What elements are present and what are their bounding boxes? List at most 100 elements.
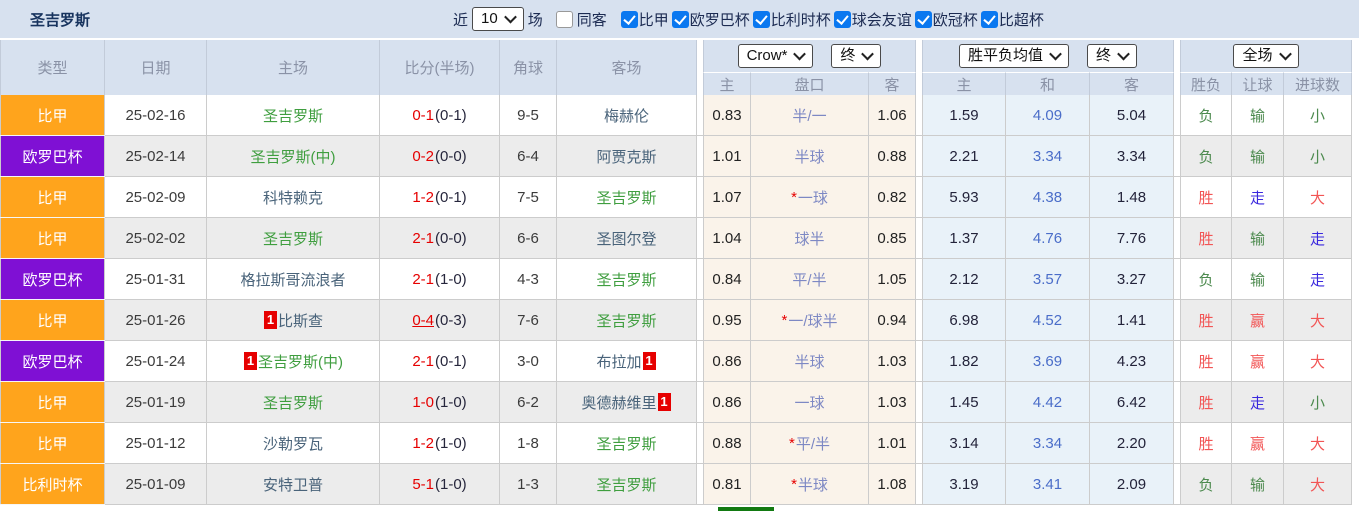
cell-result-wdl: 胜 <box>1180 300 1232 340</box>
column-gap <box>697 177 703 217</box>
team-name: 阿贾克斯 <box>596 148 657 166</box>
fulltime-score: 0-1 <box>412 106 434 124</box>
header-corners: 角球 <box>500 40 557 95</box>
team-name: 圣吉罗斯 <box>596 271 657 289</box>
team-name: 圣吉罗斯 <box>262 107 323 125</box>
cell-date: 25-01-24 <box>105 341 207 381</box>
halftime-score: (0-3) <box>435 311 467 329</box>
cell-result-wdl: 胜 <box>1180 382 1232 422</box>
cell-result-wdl: 负 <box>1180 95 1232 135</box>
cell-handicap-line: 半球 <box>751 341 869 381</box>
cell-date: 25-02-09 <box>105 177 207 217</box>
cell-corners: 1-3 <box>500 464 557 504</box>
team-name: 比斯查 <box>277 312 323 330</box>
fulltime-score: 2-1 <box>412 352 434 370</box>
team-name: 安特卫普 <box>262 476 323 494</box>
subheader-result-wdl: 胜负 <box>1180 72 1232 95</box>
header-score: 比分(半场) <box>380 40 500 95</box>
table-row: 比甲 25-01-12 沙勒罗瓦 1-2 (1-0) 1-8 圣吉罗斯 0.88 * 平/半 1.0… <box>0 423 1352 464</box>
competition-filter-item[interactable]: 欧冠杯 <box>914 9 978 30</box>
cell-handicap-away-odds: 0.85 <box>869 218 916 258</box>
filter-bar: 圣吉罗斯 近 10 场 同客 比甲 欧罗巴杯 比利时杯 球会友谊 欧冠杯 比超杯 <box>0 0 1359 38</box>
cell-date: 25-01-31 <box>105 259 207 299</box>
odds-company-state-select[interactable]: 终 <box>831 44 882 68</box>
cell-mean-away-odds: 4.23 <box>1090 341 1174 381</box>
handicap-line-text: 平/半 <box>795 435 830 453</box>
match-type-badge: 欧罗巴杯 <box>0 341 105 381</box>
cell-mean-away-odds: 3.27 <box>1090 259 1174 299</box>
same-venue-label: 同客 <box>576 11 607 29</box>
red-card-badge: 1 <box>657 393 671 411</box>
cell-away-team: 圣吉罗斯 <box>557 464 697 504</box>
table-header: 类型 日期 主场 比分(半场) 角球 客场 Crow* 终 胜平负均值 终 <box>0 38 1352 95</box>
cell-handicap-home-odds: 0.86 <box>703 382 751 422</box>
cell-mean-draw-odds: 3.69 <box>1006 341 1090 381</box>
column-gap <box>1174 423 1180 463</box>
match-type-badge: 比甲 <box>0 300 105 340</box>
competition-label: 欧罗巴杯 <box>689 11 750 29</box>
competition-filter-item[interactable]: 比超杯 <box>980 9 1044 30</box>
chevron-down-icon <box>503 10 517 23</box>
cell-away-team: 圣图尔登 <box>557 218 697 258</box>
competition-checkbox[interactable] <box>752 10 770 28</box>
match-type-badge: 欧罗巴杯 <box>0 136 105 176</box>
cell-mean-home-odds: 5.93 <box>922 177 1006 217</box>
handicap-line-text: 一/球半 <box>788 312 838 330</box>
halftime-score: (0-1) <box>435 106 467 124</box>
column-gap <box>916 95 922 135</box>
competition-label: 比甲 <box>638 11 669 29</box>
cell-handicap-away-odds: 0.88 <box>869 136 916 176</box>
competition-filter-item[interactable]: 比甲 <box>620 9 669 30</box>
fulltime-score: 1-0 <box>412 393 434 411</box>
competition-filter-item[interactable]: 欧罗巴杯 <box>671 9 750 30</box>
competition-filter-item[interactable]: 球会友谊 <box>833 9 912 30</box>
cell-mean-draw-odds: 4.76 <box>1006 218 1090 258</box>
competition-label: 比超杯 <box>998 11 1044 29</box>
mean-odds-state-value: 终 <box>1096 47 1112 64</box>
handicap-line-text: 一球 <box>797 189 828 207</box>
rows-container: 比甲 25-02-16 圣吉罗斯 0-1 (0-1) 9-5 梅赫伦 0.83 半/一 1.06 1… <box>0 95 1359 505</box>
mean-odds-state-select[interactable]: 终 <box>1087 44 1138 68</box>
result-scope-select[interactable]: 全场 <box>1233 44 1299 68</box>
cell-score: 1-0 (1-0) <box>380 382 500 422</box>
cell-handicap-away-odds: 0.94 <box>869 300 916 340</box>
cell-corners: 9-5 <box>500 95 557 135</box>
competition-checkbox[interactable] <box>833 10 851 28</box>
odds-company-select[interactable]: Crow* <box>737 44 814 68</box>
recent-count-select[interactable]: 10 <box>472 7 524 31</box>
column-gap <box>1174 95 1180 135</box>
cell-mean-draw-odds: 3.34 <box>1006 136 1090 176</box>
cell-date: 25-02-02 <box>105 218 207 258</box>
competition-filter-item[interactable]: 比利时杯 <box>752 9 831 30</box>
competition-checkbox[interactable] <box>671 10 689 28</box>
cell-result-handicap: 输 <box>1232 218 1284 258</box>
team-name: 圣吉罗斯 <box>596 476 657 494</box>
cell-handicap-away-odds: 1.08 <box>869 464 916 504</box>
cell-result-handicap: 赢 <box>1232 423 1284 463</box>
live-star-icon: * <box>791 475 797 493</box>
cell-result-wdl: 负 <box>1180 259 1232 299</box>
horizontal-scrollbar-thumb[interactable] <box>718 507 774 511</box>
competition-checkbox[interactable] <box>620 10 638 28</box>
same-venue-checkbox[interactable] <box>555 10 573 28</box>
chevron-down-icon <box>861 47 875 60</box>
cell-result-handicap: 赢 <box>1232 341 1284 381</box>
mean-odds-select[interactable]: 胜平负均值 <box>958 44 1069 68</box>
odds-company-value: Crow* <box>746 47 788 64</box>
cell-handicap-home-odds: 0.84 <box>703 259 751 299</box>
column-gap <box>697 136 703 176</box>
cell-result-wdl: 胜 <box>1180 423 1232 463</box>
handicap-line-text: 平/半 <box>792 271 827 289</box>
cell-away-team: 圣吉罗斯 <box>557 300 697 340</box>
competition-checkbox[interactable] <box>914 10 932 28</box>
competition-checkbox[interactable] <box>980 10 998 28</box>
cell-handicap-line: 一球 <box>751 382 869 422</box>
column-gap <box>916 464 922 504</box>
red-card-badge: 1 <box>244 352 257 370</box>
cell-result-goals: 大 <box>1284 464 1352 504</box>
fulltime-score[interactable]: 0-4 <box>412 311 434 329</box>
cell-date: 25-01-12 <box>105 423 207 463</box>
header-type: 类型 <box>0 40 105 95</box>
cell-mean-draw-odds: 4.09 <box>1006 95 1090 135</box>
cell-mean-away-odds: 1.48 <box>1090 177 1174 217</box>
